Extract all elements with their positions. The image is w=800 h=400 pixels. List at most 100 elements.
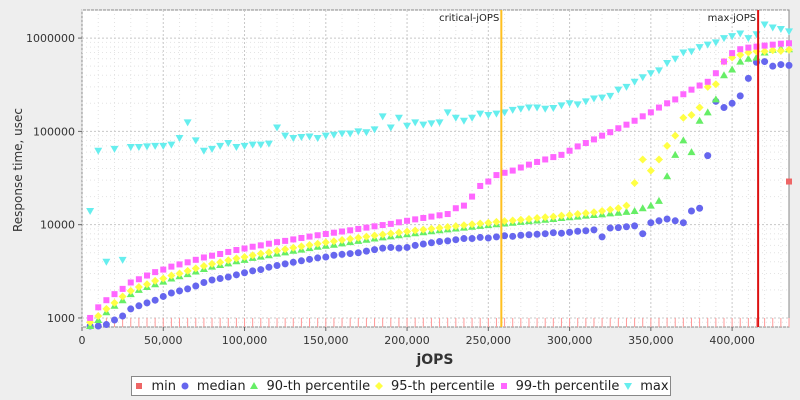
data-point [687,110,696,119]
data-point [777,40,784,47]
data-point [654,196,663,204]
x-tick-label: 350,000 [628,334,674,347]
data-point [606,224,614,232]
y-axis-title: Response time, usec [11,108,25,232]
data-point [127,279,134,286]
data-point [151,142,160,150]
data-point [354,128,363,136]
data-point [696,204,704,212]
data-point [589,208,598,217]
data-point [451,114,460,122]
data-point [152,269,159,276]
data-point [305,133,314,141]
data-point [224,273,232,281]
data-point [127,305,135,313]
data-point [679,136,688,144]
data-point [110,145,119,153]
data-point [306,255,314,263]
data-point [516,215,525,224]
data-point [509,167,516,174]
data-point [558,151,565,158]
data-point [395,219,402,226]
data-point [443,222,452,231]
data-point [313,239,322,248]
data-point [720,58,727,65]
data-point [191,264,200,273]
data-point [159,142,168,150]
data-point [695,44,704,52]
data-point [622,201,631,210]
data-point [696,82,703,89]
data-point [622,207,631,215]
data-point [427,120,436,128]
data-point [346,130,355,138]
data-point [322,230,329,237]
data-point [452,205,459,212]
data-point [639,113,646,120]
x-tick-label: 150,000 [303,334,349,347]
data-point [541,213,550,222]
data-point [672,96,679,103]
data-point [200,278,208,286]
data-point [468,114,477,122]
data-point [736,92,744,100]
legend-symbol [181,382,189,390]
data-point [436,212,443,219]
data-point [477,182,484,189]
x-tick-label: 100,000 [222,334,268,347]
data-point [695,116,704,124]
data-point [557,211,566,220]
data-point [663,172,672,180]
series-min [786,178,792,185]
data-point [468,235,476,243]
data-point [330,251,338,259]
data-point [216,274,224,282]
data-point [329,237,338,246]
legend-symbol-shape [624,383,633,390]
data-point [776,46,785,55]
data-point [517,164,524,171]
data-point [712,70,719,77]
legend-item: 99-th percentile [498,379,619,394]
data-point [370,231,379,240]
data-point [573,210,582,219]
marker-label: max-jOPS [708,13,756,24]
data-point [476,219,485,228]
data-point [508,216,517,225]
data-point [565,210,574,219]
data-point [574,227,582,235]
data-point [411,241,419,249]
data-point [379,222,386,229]
data-point [394,114,403,122]
legend-label: 90-th percentile [266,378,371,394]
data-point [744,54,753,62]
data-point [646,201,655,209]
data-point [671,131,680,140]
data-point [768,24,777,32]
data-point [508,106,517,114]
data-point [346,250,354,258]
data-point [745,44,752,51]
data-point [209,252,216,259]
data-point [119,312,127,320]
data-point [493,172,500,179]
data-point [338,235,347,244]
data-point [485,178,492,185]
data-point [94,147,103,155]
data-point [760,21,769,29]
data-point [248,141,257,149]
data-point [719,35,728,43]
data-point [785,45,793,54]
data-point [411,226,420,235]
data-point [362,247,370,255]
data-point [256,141,265,149]
data-point [411,119,420,127]
data-point [94,322,102,330]
data-point [281,132,290,140]
data-point [655,217,663,225]
data-point [744,35,753,43]
y-tick-label: 1000000 [26,32,75,45]
data-point [703,41,712,49]
data-point [550,154,557,161]
data-point [768,46,777,55]
